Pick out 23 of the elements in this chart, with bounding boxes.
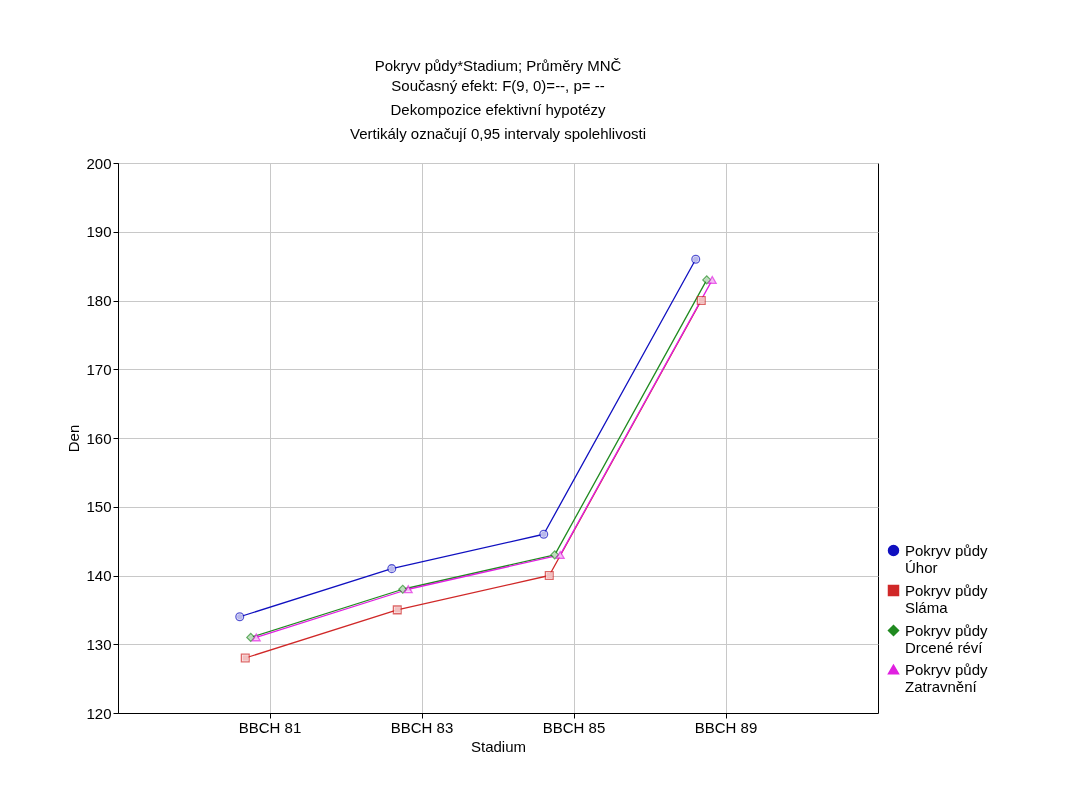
chart-title: Pokryv půdy*Stadium; Průměry MNČ [374,57,622,74]
legend-label: Pokryv půdy Sláma [905,581,989,616]
legend-label: Pokryv půdy Drcené réví [905,621,989,656]
y-tick-label: 180 [86,292,112,309]
legend-label: Pokryv půdy Úhor [905,541,989,576]
y-tick-label: 130 [86,635,112,653]
y-axis-title: Den [65,424,83,453]
chart-subtitle: Současný efekt: F(9, 0)=--, p= -- [391,77,605,94]
legend-label: Pokryv půdy Zatravnění [905,660,989,695]
y-tick-label: 120 [86,704,112,722]
text: Vertikály označují 0,95 intervaly spolehlivosti [350,125,646,142]
x-axis-title: Stadium [470,737,527,755]
y-tick-label: 170 [86,360,112,378]
text: Dekompozice efektivní hypotézy [390,101,607,118]
y-tick-label: 160 [86,429,112,447]
y-tick-label: 200 [86,154,112,172]
x-tick-label: BBCH 85 [542,718,606,736]
x-tick-label: BBCH 81 [238,718,302,736]
y-tick-label: 140 [86,567,112,584]
x-tick-label: BBCH 83 [390,718,454,736]
y-tick-label: 190 [86,223,112,241]
y-tick-label: 150 [86,498,112,516]
x-tick-label: BBCH 89 [694,718,758,736]
